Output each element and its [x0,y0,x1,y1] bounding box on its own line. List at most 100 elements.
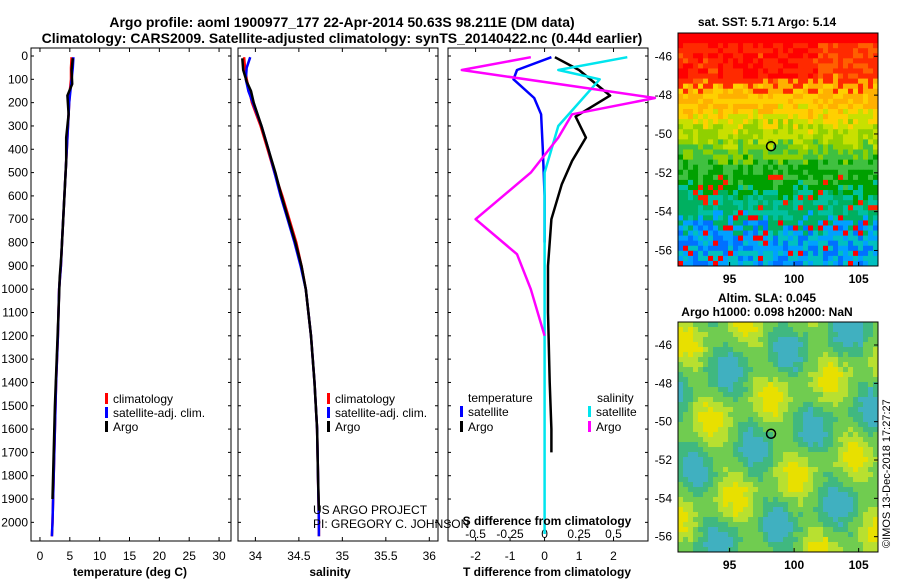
map-cell [833,322,839,328]
map-cell [698,88,704,95]
map-cell [703,58,709,64]
map-cell [748,412,754,418]
map-cell [793,427,799,433]
map-cell [858,412,864,418]
map-cell [773,225,779,231]
map-cell [868,184,874,191]
map-cell [868,255,874,262]
map-cell [793,139,799,145]
map-cell [748,392,754,398]
map-cell [778,210,784,216]
map-cell [873,164,879,171]
map-cell [693,33,699,39]
map-cell [733,367,739,373]
map-cell [823,357,829,363]
map-cell [763,43,769,49]
map-cell [813,542,819,548]
map-cell [813,457,819,463]
map-cell [783,245,789,252]
map-cell [863,372,869,378]
map-cell [768,547,774,553]
map-cell [728,492,734,498]
map-cell [693,240,699,247]
map-cell [688,517,694,523]
map-cell [793,447,799,453]
map-cell [833,347,839,353]
map-cell [688,542,694,548]
map-cell [823,169,829,176]
map-cell [858,134,864,140]
map-cell [813,200,819,206]
map-cell [733,149,739,155]
map-cell [873,119,879,125]
salinity-axes [237,47,439,542]
map-cell [803,357,809,363]
map-cell [843,179,849,186]
map-cell [803,255,809,262]
map-cell [748,88,754,95]
legend-satellite-swatch [327,407,330,418]
legend-t-argo-swatch [460,421,463,432]
map-cell [828,482,834,488]
map-cell [713,235,719,242]
map-cell [693,149,699,155]
map-cell [758,512,764,518]
map-cell [838,139,844,145]
map-cell [768,240,774,247]
map-cell [778,184,784,191]
map-cell [718,507,724,513]
map-cell [863,417,869,423]
map-cell [848,205,854,211]
map-cell [873,427,879,433]
map-cell [818,402,824,408]
map-cell [788,108,794,115]
lat-tick-label: -46 [655,49,673,63]
map-cell [778,537,784,543]
map-cell [858,442,864,448]
depth-tick-label: 500 [8,166,28,180]
map-cell [773,397,779,403]
map-cell [688,537,694,543]
map-cell [788,322,794,328]
map-cell [848,452,854,458]
map-cell [693,103,699,110]
map-cell [863,260,869,267]
map-cell [718,342,724,348]
map-cell [723,134,729,140]
sla-map-title2: Argo h1000: 0.098 h2000: NaN [681,305,852,319]
map-cell [823,537,829,543]
map-cell [748,472,754,478]
map-cell [688,337,694,343]
map-cell [863,532,869,538]
salinity-plot: 34 34.5 35 35.5 36 [241,48,436,563]
map-cell [788,452,794,458]
map-cell [793,190,799,196]
map-cell [793,352,799,358]
map-cell [793,255,799,262]
map-cell [868,527,874,533]
map-cell [783,502,789,508]
map-cell [693,522,699,528]
map-cell [683,342,689,348]
map-cell [843,457,849,463]
map-cell [733,457,739,463]
map-cell [728,347,734,353]
map-cell [753,502,759,508]
map-cell [753,83,759,90]
map-cell [763,467,769,473]
lat-tick-label: -48 [655,376,673,390]
map-cell [818,502,824,508]
map-cell [858,517,864,523]
map-cell [698,108,704,115]
map-cell [823,472,829,478]
map-cell [828,250,834,257]
map-cell [753,392,759,398]
map-cell [808,134,814,140]
map-cell [773,58,779,64]
map-cell [828,210,834,216]
map-cell [748,93,754,100]
map-cell [738,507,744,513]
map-cell [708,337,714,343]
map-cell [808,462,814,468]
map-cell [758,200,764,206]
